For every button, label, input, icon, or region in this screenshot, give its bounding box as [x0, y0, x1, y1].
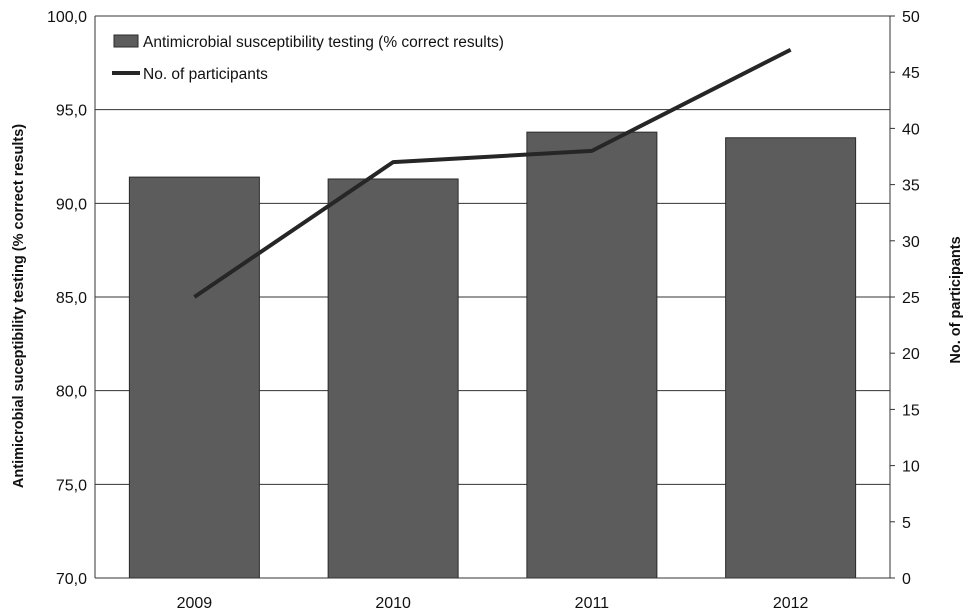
legend-bar-swatch	[113, 34, 139, 48]
y-tick-label-right: 35	[902, 178, 920, 195]
x-tick-labels: 2009 2010 2011 2012	[177, 595, 809, 612]
left-tick-labels: 70,0 75,0 80,0 85,0 90,0 95,0 100,0	[47, 9, 87, 588]
legend: Antimicrobial susceptibility testing (% …	[112, 34, 504, 83]
y-tick-label-right: 30	[902, 234, 920, 251]
bar	[128, 176, 260, 579]
right-tick-labels: 0 5 10 15 20 25 30 35 40 45 50	[890, 9, 920, 588]
y-tick-label-right: 10	[902, 459, 920, 476]
y-tick-label-left: 75,0	[56, 477, 87, 494]
x-tick-label: 2011	[575, 595, 610, 612]
y-tick-label-left: 70,0	[56, 571, 87, 588]
y-tick-label-right: 15	[902, 402, 920, 419]
bar	[725, 137, 857, 579]
bar	[526, 131, 658, 579]
participants-line	[193, 47, 792, 299]
participants-line-layer	[193, 47, 792, 299]
legend-line-label: No. of participants	[143, 66, 268, 83]
y-tick-label-right: 20	[902, 346, 920, 363]
y-tick-label-left: 100,0	[47, 9, 87, 26]
bar	[327, 178, 459, 579]
y-axis-title-left: Antimicrobial suceptibility testing (% c…	[11, 124, 27, 488]
y-tick-label-right: 5	[902, 515, 911, 532]
x-tick-label: 2010	[375, 595, 411, 612]
y-tick-label-right: 50	[902, 9, 920, 26]
legend-bar-label: Antimicrobial susceptibility testing (% …	[143, 34, 504, 51]
y-tick-label-left: 95,0	[56, 103, 87, 120]
y-tick-label-right: 40	[902, 121, 920, 138]
y-tick-label-left: 80,0	[56, 384, 87, 401]
y-tick-label-left: 90,0	[56, 196, 87, 213]
y-axis-title-right: No. of participants	[948, 236, 964, 363]
y-tick-label-right: 25	[902, 290, 920, 307]
x-tick-label: 2009	[177, 595, 213, 612]
y-tick-label-right: 0	[902, 571, 911, 588]
bars	[128, 131, 857, 579]
y-tick-label-left: 85,0	[56, 290, 87, 307]
x-tick-label: 2012	[773, 595, 809, 612]
y-tick-label-right: 45	[902, 65, 920, 82]
